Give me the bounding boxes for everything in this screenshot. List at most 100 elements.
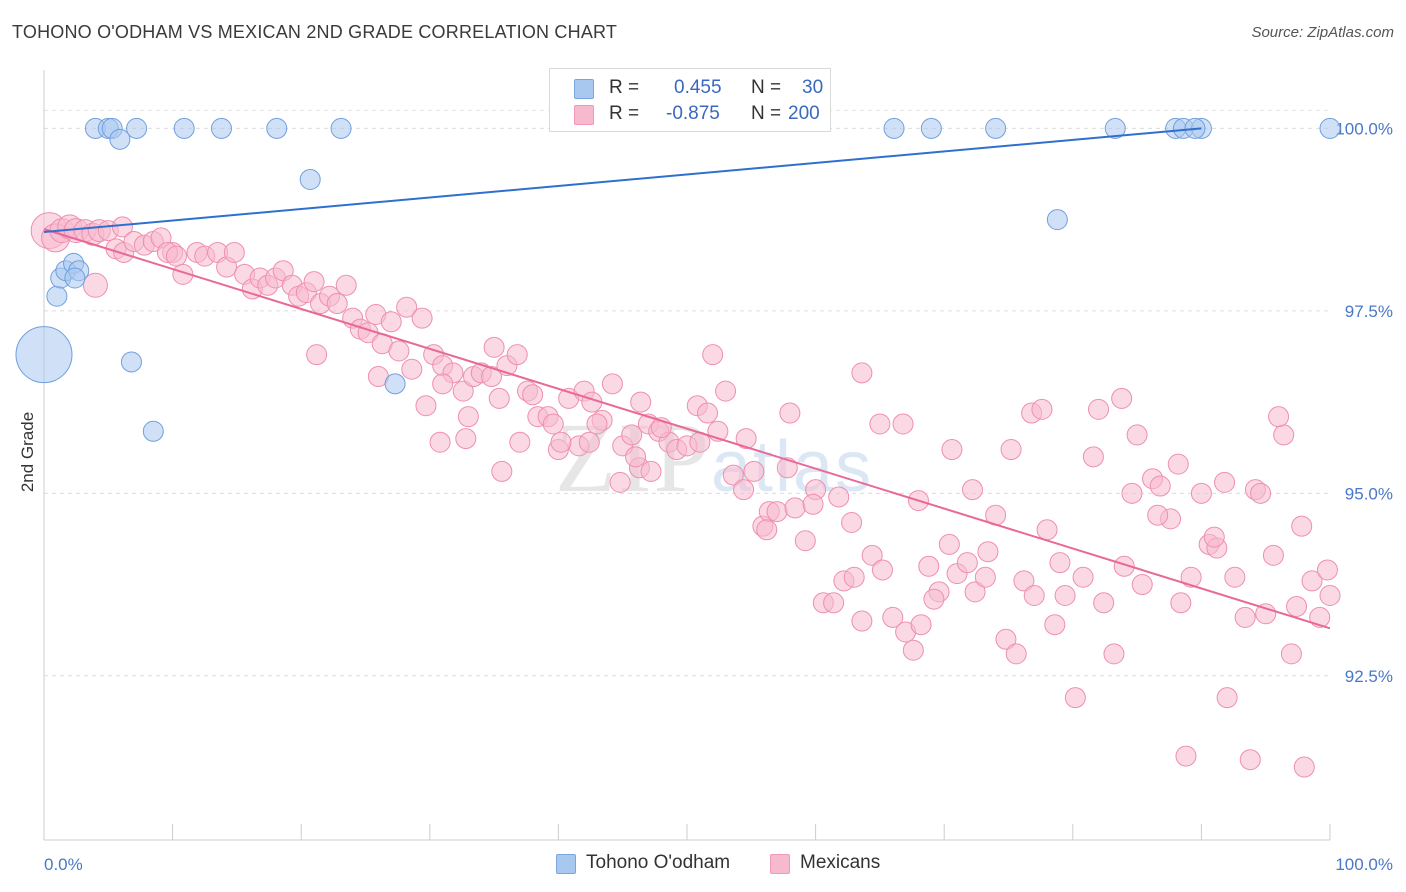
mexicans-point: [542, 413, 564, 435]
mexicans-point: [733, 479, 755, 501]
mexicans-point: [1054, 584, 1076, 606]
mexicans-point: [977, 541, 999, 563]
mexicans-point: [509, 431, 531, 453]
mexicans-point: [457, 406, 479, 428]
mexicans-point: [1023, 584, 1045, 606]
mexicans-point: [1250, 482, 1272, 504]
mexicans-point: [388, 340, 410, 362]
mexicans-point: [303, 271, 325, 293]
mexicans-point: [697, 402, 719, 424]
tohono-point: [330, 117, 352, 139]
mexicans-point: [1005, 643, 1027, 665]
correlation-legend: R = 0.455 N = 30 R = -0.875 N = 200: [549, 68, 831, 132]
bottom-legend-label-mexicans: Mexicans: [800, 852, 881, 873]
bottom-legend-label-tohono: Tohono O'odham: [586, 852, 731, 873]
legend-n-label: N =: [751, 77, 782, 98]
mexicans-point: [522, 384, 544, 406]
mexicans-point: [1239, 749, 1261, 771]
mexicans-point: [621, 424, 643, 446]
mexicans-point: [784, 497, 806, 519]
mexicans-point: [506, 344, 528, 366]
mexicans-point: [1316, 559, 1338, 581]
legend-n-value: 200: [788, 103, 820, 124]
mexicans-point: [779, 402, 801, 424]
mexicans-point: [1262, 544, 1284, 566]
mexicans-point: [625, 446, 647, 468]
mexicans-point: [794, 530, 816, 552]
mexicans-point: [1049, 552, 1071, 574]
mexicans-point: [938, 533, 960, 555]
bottom-legend-swatch-tohono: [556, 854, 576, 874]
mexicans-point: [871, 559, 893, 581]
mexicans-point: [1301, 570, 1323, 592]
legend-r-label: R =: [609, 103, 640, 124]
mexicans-point: [1147, 504, 1169, 526]
mexicans-point: [1203, 526, 1225, 548]
mexicans-point: [828, 486, 850, 508]
mexicans-point: [1190, 482, 1212, 504]
x-tick-label: 0.0%: [44, 855, 83, 874]
mexicans-point: [432, 373, 454, 395]
mexicans-point: [756, 519, 778, 541]
tohono-point: [64, 267, 86, 289]
mexicans-point: [455, 428, 477, 450]
mexicans-point: [923, 588, 945, 610]
mexicans-point: [1170, 592, 1192, 614]
tohono-point: [384, 373, 406, 395]
mexicans-point: [491, 460, 513, 482]
tohono-point: [142, 420, 164, 442]
mexicans-point: [609, 471, 631, 493]
mexicans-point: [1013, 570, 1035, 592]
mexicans-point: [82, 272, 108, 298]
y-tick-label: 97.5%: [1345, 302, 1393, 321]
mexicans-point: [1319, 584, 1341, 606]
tohono-point: [1104, 117, 1126, 139]
chart-title: TOHONO O'ODHAM VS MEXICAN 2ND GRADE CORR…: [12, 22, 618, 42]
mexicans-point: [776, 457, 798, 479]
mexicans-point: [111, 216, 133, 238]
bottom-legend-swatch-mexicans: [770, 854, 790, 874]
source-label: Source: ZipAtlas.com: [1251, 24, 1394, 41]
legend-n-value: 30: [802, 77, 824, 98]
mexicans-point: [1180, 566, 1202, 588]
mexicans-point: [974, 566, 996, 588]
mexicans-point: [902, 639, 924, 661]
mexicans-point: [1000, 439, 1022, 461]
y-tick-label: 92.5%: [1345, 667, 1393, 686]
mexicans-point: [1286, 595, 1308, 617]
mexicans-point: [851, 610, 873, 632]
tohono-point: [46, 285, 68, 307]
mexicans-point: [995, 628, 1017, 650]
mexicans-point: [910, 614, 932, 636]
legend-r-value: -0.875: [666, 103, 720, 124]
mexicans-point: [715, 380, 737, 402]
mexicans-point: [882, 606, 904, 628]
tohono-point: [173, 117, 195, 139]
y-tick-label: 100.0%: [1335, 119, 1393, 138]
tohono-point: [126, 117, 148, 139]
mexicans-point: [1064, 687, 1086, 709]
y-tick-label: 95.0%: [1345, 484, 1393, 503]
mexicans-point: [1088, 398, 1110, 420]
mexicans-point: [956, 552, 978, 574]
mexicans-point: [1031, 398, 1053, 420]
mexicans-point: [869, 413, 891, 435]
mexicans-point: [401, 358, 423, 380]
mexicans-point: [1093, 592, 1115, 614]
mexicans-point: [766, 501, 788, 523]
mexicans-point: [1280, 643, 1302, 665]
mexicans-point: [743, 460, 765, 482]
mexicans-point: [851, 362, 873, 384]
mexicans-point: [165, 245, 187, 267]
tohono-point: [109, 128, 131, 150]
tohono-point: [120, 351, 142, 373]
tohono-point: [883, 117, 905, 139]
mexicans-point: [1273, 424, 1295, 446]
mexicans-point: [1309, 606, 1331, 628]
mexicans-point: [918, 555, 940, 577]
mexicans-point: [892, 413, 914, 435]
mexicans-point: [1111, 387, 1133, 409]
mexicans-trend-line: [43, 228, 1331, 630]
mexicans-point: [1103, 643, 1125, 665]
